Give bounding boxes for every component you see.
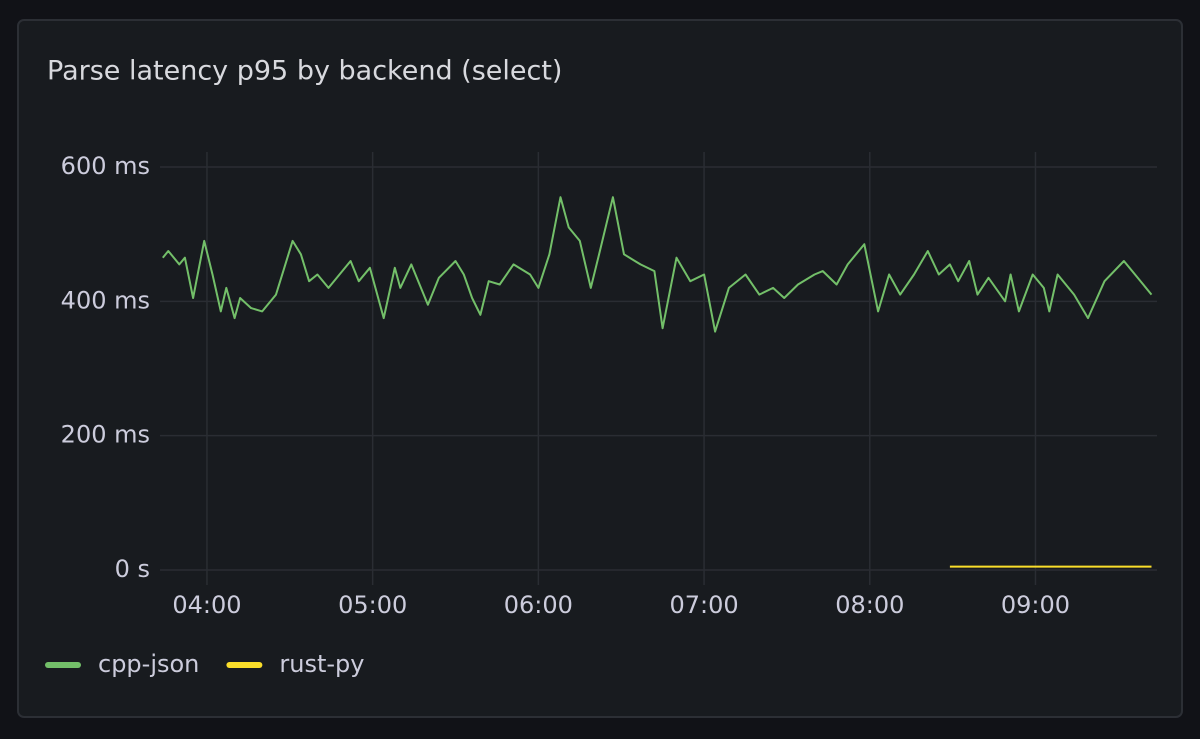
panel	[17, 19, 1183, 718]
y-tick-label: 200 ms	[61, 421, 150, 449]
y-tick-label: 0 s	[115, 555, 150, 583]
chart-title: Parse latency p95 by backend (select)	[47, 56, 562, 87]
x-tick-label: 07:00	[669, 591, 738, 619]
y-tick-label: 600 ms	[61, 152, 150, 180]
x-tick-label: 09:00	[1001, 591, 1070, 619]
x-tick-label: 04:00	[172, 591, 241, 619]
legend-label: rust-py	[279, 650, 364, 678]
y-tick-label: 400 ms	[61, 286, 150, 314]
x-tick-label: 08:00	[835, 591, 904, 619]
legend-label: cpp-json	[98, 650, 199, 678]
series-line	[162, 196, 1153, 333]
x-tick-label: 06:00	[504, 591, 573, 619]
x-tick-label: 05:00	[338, 591, 407, 619]
